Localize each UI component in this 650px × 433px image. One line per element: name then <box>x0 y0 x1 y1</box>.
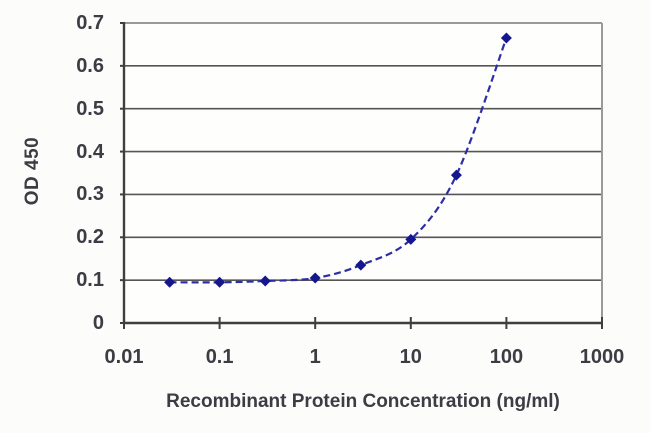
y-tick-label: 0.3 <box>76 183 104 206</box>
y-tick-label: 0.7 <box>76 12 104 34</box>
x-tick-label: 10 <box>399 346 422 368</box>
data-point-marker <box>355 259 367 271</box>
x-tick-label: 0.01 <box>104 346 144 368</box>
data-point-marker <box>259 275 271 287</box>
y-tick-label: 0 <box>92 312 104 334</box>
data-point-marker <box>450 169 462 181</box>
data-series-curve <box>169 37 508 284</box>
y-tick-label: 0.2 <box>76 226 104 249</box>
data-point-marker <box>500 32 512 44</box>
data-point-marker <box>214 276 226 288</box>
data-point-marker <box>309 272 321 284</box>
y-tick-label: 0.1 <box>76 269 104 292</box>
plot-frame <box>122 22 603 325</box>
gridlines <box>124 23 602 323</box>
y-axis-title: OD 450 <box>22 136 43 206</box>
y-tick-label: 0.5 <box>76 97 104 120</box>
axis-tick-marks <box>120 22 603 329</box>
data-point-marker <box>405 233 417 245</box>
curve-od-450 <box>169 37 508 284</box>
y-tick-label: 0.6 <box>76 54 104 77</box>
x-tick-label: 1 <box>309 346 321 368</box>
x-tick-label: 1000 <box>579 346 625 368</box>
x-axis-title: Recombinant Protein Concentration (ng/ml… <box>166 391 560 412</box>
y-tick-label: 0.4 <box>76 140 104 163</box>
x-tick-label: 0.1 <box>205 346 234 368</box>
data-point-markers <box>164 32 512 288</box>
data-point-marker <box>164 276 176 288</box>
x-tick-label: 100 <box>489 346 524 368</box>
